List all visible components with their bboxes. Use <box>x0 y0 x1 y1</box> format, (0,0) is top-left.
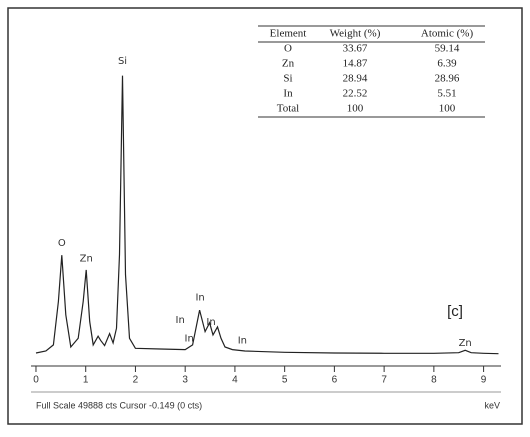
x-unit: keV <box>484 400 500 410</box>
x-tick-label: 8 <box>431 375 437 386</box>
table-cell: 100 <box>439 103 456 115</box>
table-cell: Total <box>277 103 299 115</box>
table-cell: 22.52 <box>343 88 368 100</box>
table-cell: O <box>284 43 292 55</box>
table-cell: 5.51 <box>437 88 456 100</box>
table-cell: In <box>283 88 293 100</box>
x-tick-label: 9 <box>481 375 487 386</box>
peak-label: In <box>176 315 185 326</box>
table-cell: Si <box>283 73 292 85</box>
x-tick-label: 4 <box>232 375 238 386</box>
x-tick-label: 0 <box>33 375 39 386</box>
table-cell: 28.96 <box>435 73 460 85</box>
peak-label: In <box>238 335 247 346</box>
peak-label: In <box>195 292 204 303</box>
x-tick-label: 1 <box>83 375 89 386</box>
x-tick-label: 2 <box>133 375 139 386</box>
table-cell: 14.87 <box>343 58 368 70</box>
peak-label: Zn <box>80 254 93 265</box>
x-tick-label: 6 <box>332 375 338 386</box>
table-header: Atomic (%) <box>421 28 474 40</box>
table-header: Weight (%) <box>330 28 381 40</box>
peak-label: Zn <box>459 338 472 349</box>
peak-label: O <box>58 238 66 249</box>
panel-label: [c] <box>447 303 463 320</box>
table-cell: 33.67 <box>343 43 368 55</box>
table-cell: 100 <box>347 103 364 115</box>
table-header: Element <box>270 28 307 40</box>
x-tick-label: 3 <box>182 375 188 386</box>
table-cell: Zn <box>282 58 295 70</box>
spectrum-line <box>35 75 499 355</box>
peak-label: Si <box>118 56 127 67</box>
x-tick-label: 7 <box>381 375 387 386</box>
table-cell: 59.14 <box>435 43 460 55</box>
peak-label: In <box>206 317 215 328</box>
frame <box>7 7 523 425</box>
peak-label: In <box>185 333 194 344</box>
table-cell: 6.39 <box>437 58 457 70</box>
table-cell: 28.94 <box>343 73 368 85</box>
footer: Full Scale 49888 cts Cursor -0.149 (0 ct… <box>36 400 202 410</box>
x-tick-label: 5 <box>282 375 288 386</box>
